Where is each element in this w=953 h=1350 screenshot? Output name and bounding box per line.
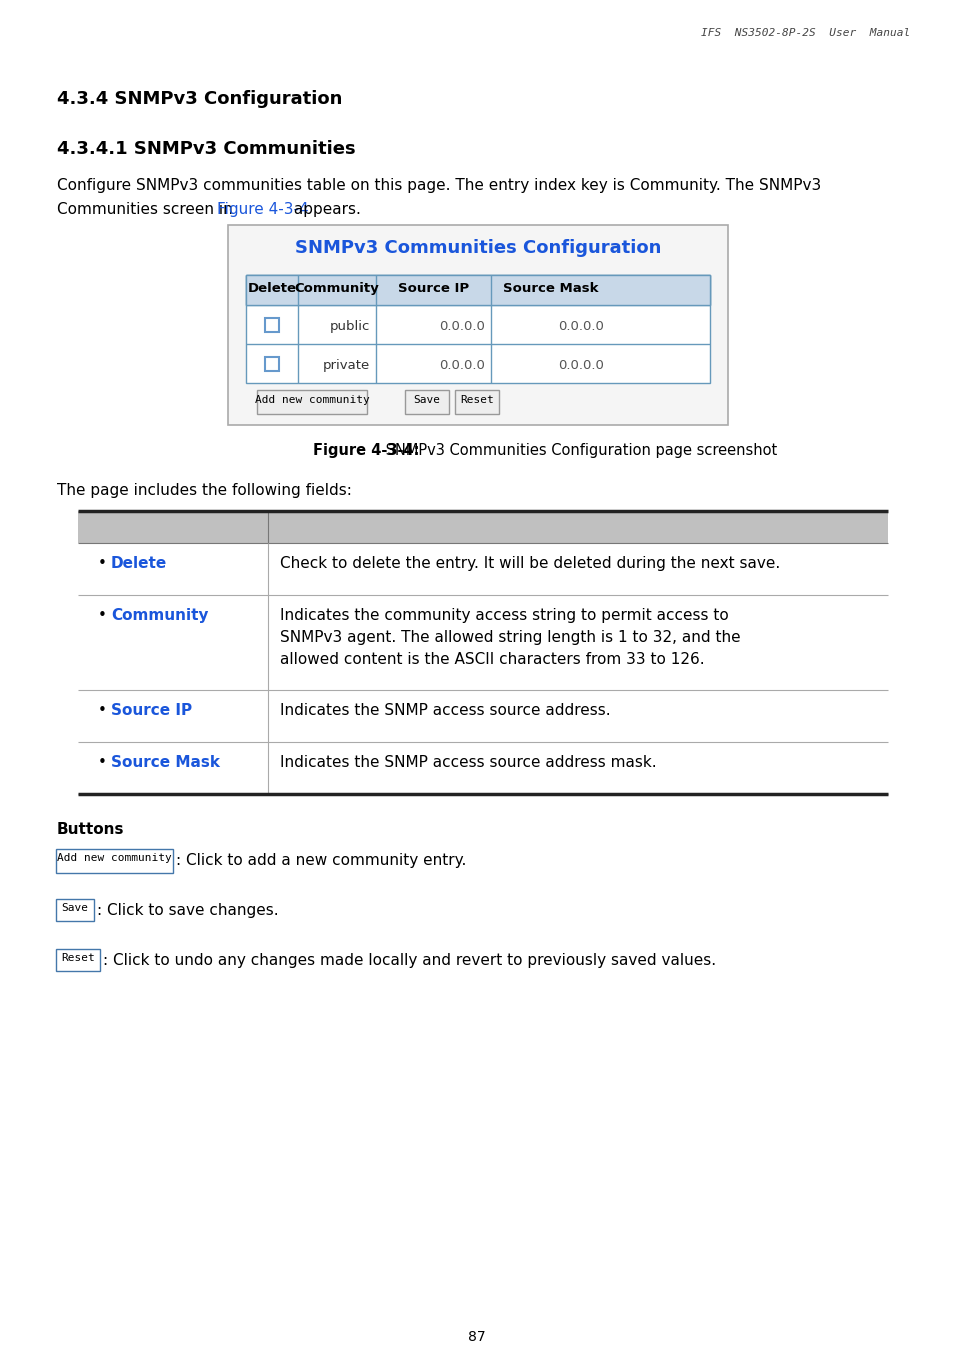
Text: Description: Description <box>280 518 377 535</box>
Text: •: • <box>98 556 107 571</box>
Text: 87: 87 <box>468 1330 485 1345</box>
FancyBboxPatch shape <box>455 390 498 414</box>
FancyBboxPatch shape <box>56 849 172 873</box>
Bar <box>265 317 278 332</box>
Text: private: private <box>322 359 370 373</box>
Bar <box>246 275 709 305</box>
Text: Add new community: Add new community <box>254 396 369 405</box>
Text: 4.3.4.1 SNMPv3 Communities: 4.3.4.1 SNMPv3 Communities <box>57 140 355 158</box>
Text: The page includes the following fields:: The page includes the following fields: <box>57 483 352 498</box>
Text: Reset: Reset <box>459 396 494 405</box>
Text: Check to delete the entry. It will be deleted during the next save.: Check to delete the entry. It will be de… <box>280 556 780 571</box>
Text: 0.0.0.0: 0.0.0.0 <box>558 320 603 333</box>
Text: Source Mask: Source Mask <box>111 755 220 770</box>
Text: •: • <box>98 755 107 770</box>
Text: IFS  NS3502-8P-2S  User  Manual: IFS NS3502-8P-2S User Manual <box>700 28 909 38</box>
Bar <box>228 225 727 425</box>
FancyBboxPatch shape <box>405 390 449 414</box>
Text: Delete: Delete <box>247 282 296 296</box>
Text: Community: Community <box>111 608 209 622</box>
Text: Figure 4-3-4:: Figure 4-3-4: <box>313 443 419 458</box>
Bar <box>265 356 278 370</box>
Text: : Click to add a new community entry.: : Click to add a new community entry. <box>175 853 466 868</box>
Text: 0.0.0.0: 0.0.0.0 <box>438 359 484 373</box>
Text: : Click to undo any changes made locally and revert to previously saved values.: : Click to undo any changes made locally… <box>103 953 716 968</box>
Text: Communities screen in: Communities screen in <box>57 202 237 217</box>
Text: Reset: Reset <box>61 953 94 963</box>
Text: public: public <box>330 320 370 333</box>
Text: Source Mask: Source Mask <box>502 282 598 296</box>
Text: : Click to save changes.: : Click to save changes. <box>97 903 278 918</box>
Text: 0.0.0.0: 0.0.0.0 <box>558 359 603 373</box>
Text: Delete: Delete <box>111 556 167 571</box>
Text: Save: Save <box>61 903 89 913</box>
Text: 0.0.0.0: 0.0.0.0 <box>438 320 484 333</box>
Text: 4.3.4 SNMPv3 Configuration: 4.3.4 SNMPv3 Configuration <box>57 90 342 108</box>
Text: appears.: appears. <box>289 202 360 217</box>
Bar <box>78 512 887 543</box>
Text: Figure 4-3-4: Figure 4-3-4 <box>216 202 309 217</box>
Text: Indicates the SNMP access source address.: Indicates the SNMP access source address… <box>280 703 610 718</box>
Text: Configure SNMPv3 communities table on this page. The entry index key is Communit: Configure SNMPv3 communities table on th… <box>57 178 821 193</box>
Text: •: • <box>98 608 107 622</box>
Text: SNMPv3 Communities Configuration: SNMPv3 Communities Configuration <box>294 239 660 256</box>
Text: Community: Community <box>294 282 379 296</box>
Text: Indicates the community access string to permit access to: Indicates the community access string to… <box>280 608 728 622</box>
Text: SNMPv3 agent. The allowed string length is 1 to 32, and the: SNMPv3 agent. The allowed string length … <box>280 630 740 645</box>
FancyBboxPatch shape <box>56 899 94 921</box>
Text: Buttons: Buttons <box>57 822 125 837</box>
Text: Save: Save <box>413 396 440 405</box>
Text: SNMPv3 Communities Configuration page screenshot: SNMPv3 Communities Configuration page sc… <box>380 443 777 458</box>
Bar <box>246 275 709 305</box>
Text: •: • <box>98 703 107 718</box>
Text: Source IP: Source IP <box>111 703 192 718</box>
Text: Add new community: Add new community <box>57 853 172 863</box>
Text: allowed content is the ASCII characters from 33 to 126.: allowed content is the ASCII characters … <box>280 652 704 667</box>
Text: Indicates the SNMP access source address mask.: Indicates the SNMP access source address… <box>280 755 656 770</box>
Text: Source IP: Source IP <box>397 282 469 296</box>
Bar <box>246 275 709 383</box>
FancyBboxPatch shape <box>56 949 100 971</box>
Text: Object: Object <box>90 518 146 535</box>
FancyBboxPatch shape <box>256 390 367 414</box>
